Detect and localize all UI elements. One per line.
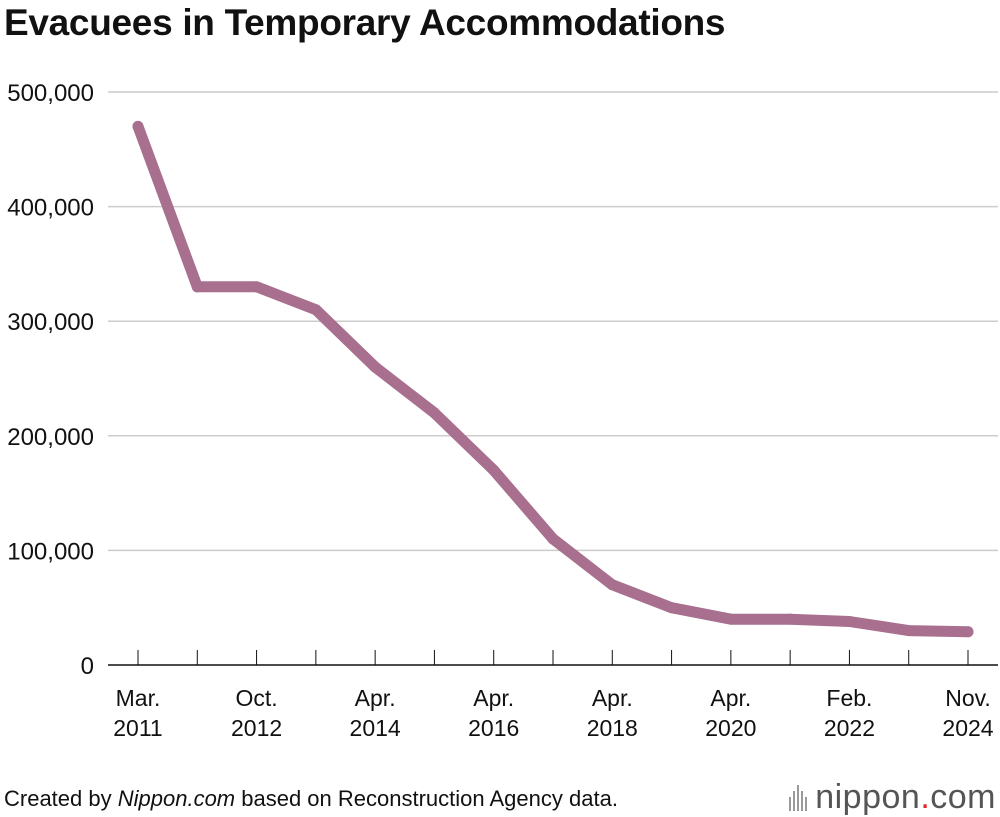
logo-name: nippon [815, 778, 921, 816]
x-tick-label-line: 2012 [231, 715, 282, 741]
line-chart: 0 100,000 200,000 300,000 400,000 500,000 Mar… [7, 80, 998, 741]
x-tick-label: Apr. 2016 [468, 685, 519, 741]
y-tick-label: 400,000 [7, 195, 94, 222]
x-tick-label-line: 2011 [113, 715, 162, 741]
y-tick-label: 300,000 [7, 309, 94, 336]
data-point [251, 281, 263, 293]
x-tick-label-line: Feb. [826, 685, 872, 711]
data-point [725, 613, 737, 625]
data-point [843, 615, 855, 627]
x-tick-label-line: 2020 [705, 715, 756, 741]
series-line [132, 120, 974, 638]
chart-title: Evacuees in Temporary Accommodations [4, 2, 726, 43]
source-prefix: Created by [4, 786, 118, 811]
data-point [132, 120, 144, 132]
source-note: Created by Nippon.com based on Reconstru… [4, 786, 618, 812]
data-point [488, 464, 500, 476]
grid-lines [108, 91, 998, 552]
logo-tld: com [930, 778, 996, 816]
x-tick-label: Apr. 2020 [705, 685, 756, 741]
x-tick-label: Apr. 2018 [587, 685, 638, 741]
data-point [369, 361, 381, 373]
data-point [666, 602, 678, 614]
y-tick-label: 500,000 [7, 80, 94, 107]
x-tick-label-line: 2022 [824, 715, 875, 741]
data-point [428, 407, 440, 419]
x-tick-label-line: Apr. [355, 685, 396, 711]
y-tick-label: 100,000 [7, 538, 94, 565]
x-tick-label-line: 2014 [350, 715, 401, 741]
x-tick-label: Feb. 2022 [824, 685, 875, 741]
x-tick-label: Mar. 2011 [113, 685, 162, 741]
x-tick-label-line: Apr. [710, 685, 751, 711]
data-point [547, 533, 559, 545]
logo-dot: . [920, 778, 931, 816]
y-tick-label: 200,000 [7, 424, 94, 451]
data-point [903, 625, 915, 637]
nippon-logo: nippon. com [789, 778, 996, 817]
data-point [962, 626, 974, 638]
x-tick-label-line: 2024 [942, 715, 993, 741]
x-tick-label-line: Apr. [473, 685, 514, 711]
series-layer [132, 120, 974, 638]
data-point [191, 281, 203, 293]
y-tick-label: 0 [81, 653, 94, 680]
x-tick-label-line: Oct. [235, 685, 277, 711]
data-point [310, 304, 322, 316]
x-tick-label: Oct. 2012 [231, 685, 282, 741]
x-tick-label-line: Mar. [116, 685, 161, 711]
data-point [606, 579, 618, 591]
y-axis-labels: 0 100,000 200,000 300,000 400,000 500,000 [7, 80, 94, 680]
x-axis: Mar. 2011 Oct. 2012 Apr. 2014 Apr. 2016 Apr. 2018… [108, 650, 998, 741]
logo-mark-icon [789, 784, 808, 811]
x-tick-label: Apr. 2014 [350, 685, 401, 741]
x-tick-label-line: 2018 [587, 715, 638, 741]
x-tick-label-line: Nov. [945, 685, 991, 711]
source-suffix: based on Reconstruction Agency data. [235, 786, 618, 811]
x-tick-label-line: 2016 [468, 715, 519, 741]
source-name: Nippon.com [117, 786, 236, 811]
data-point [784, 613, 796, 625]
x-tick-label-line: Apr. [592, 685, 633, 711]
x-tick-label: Nov. 2024 [942, 685, 993, 741]
